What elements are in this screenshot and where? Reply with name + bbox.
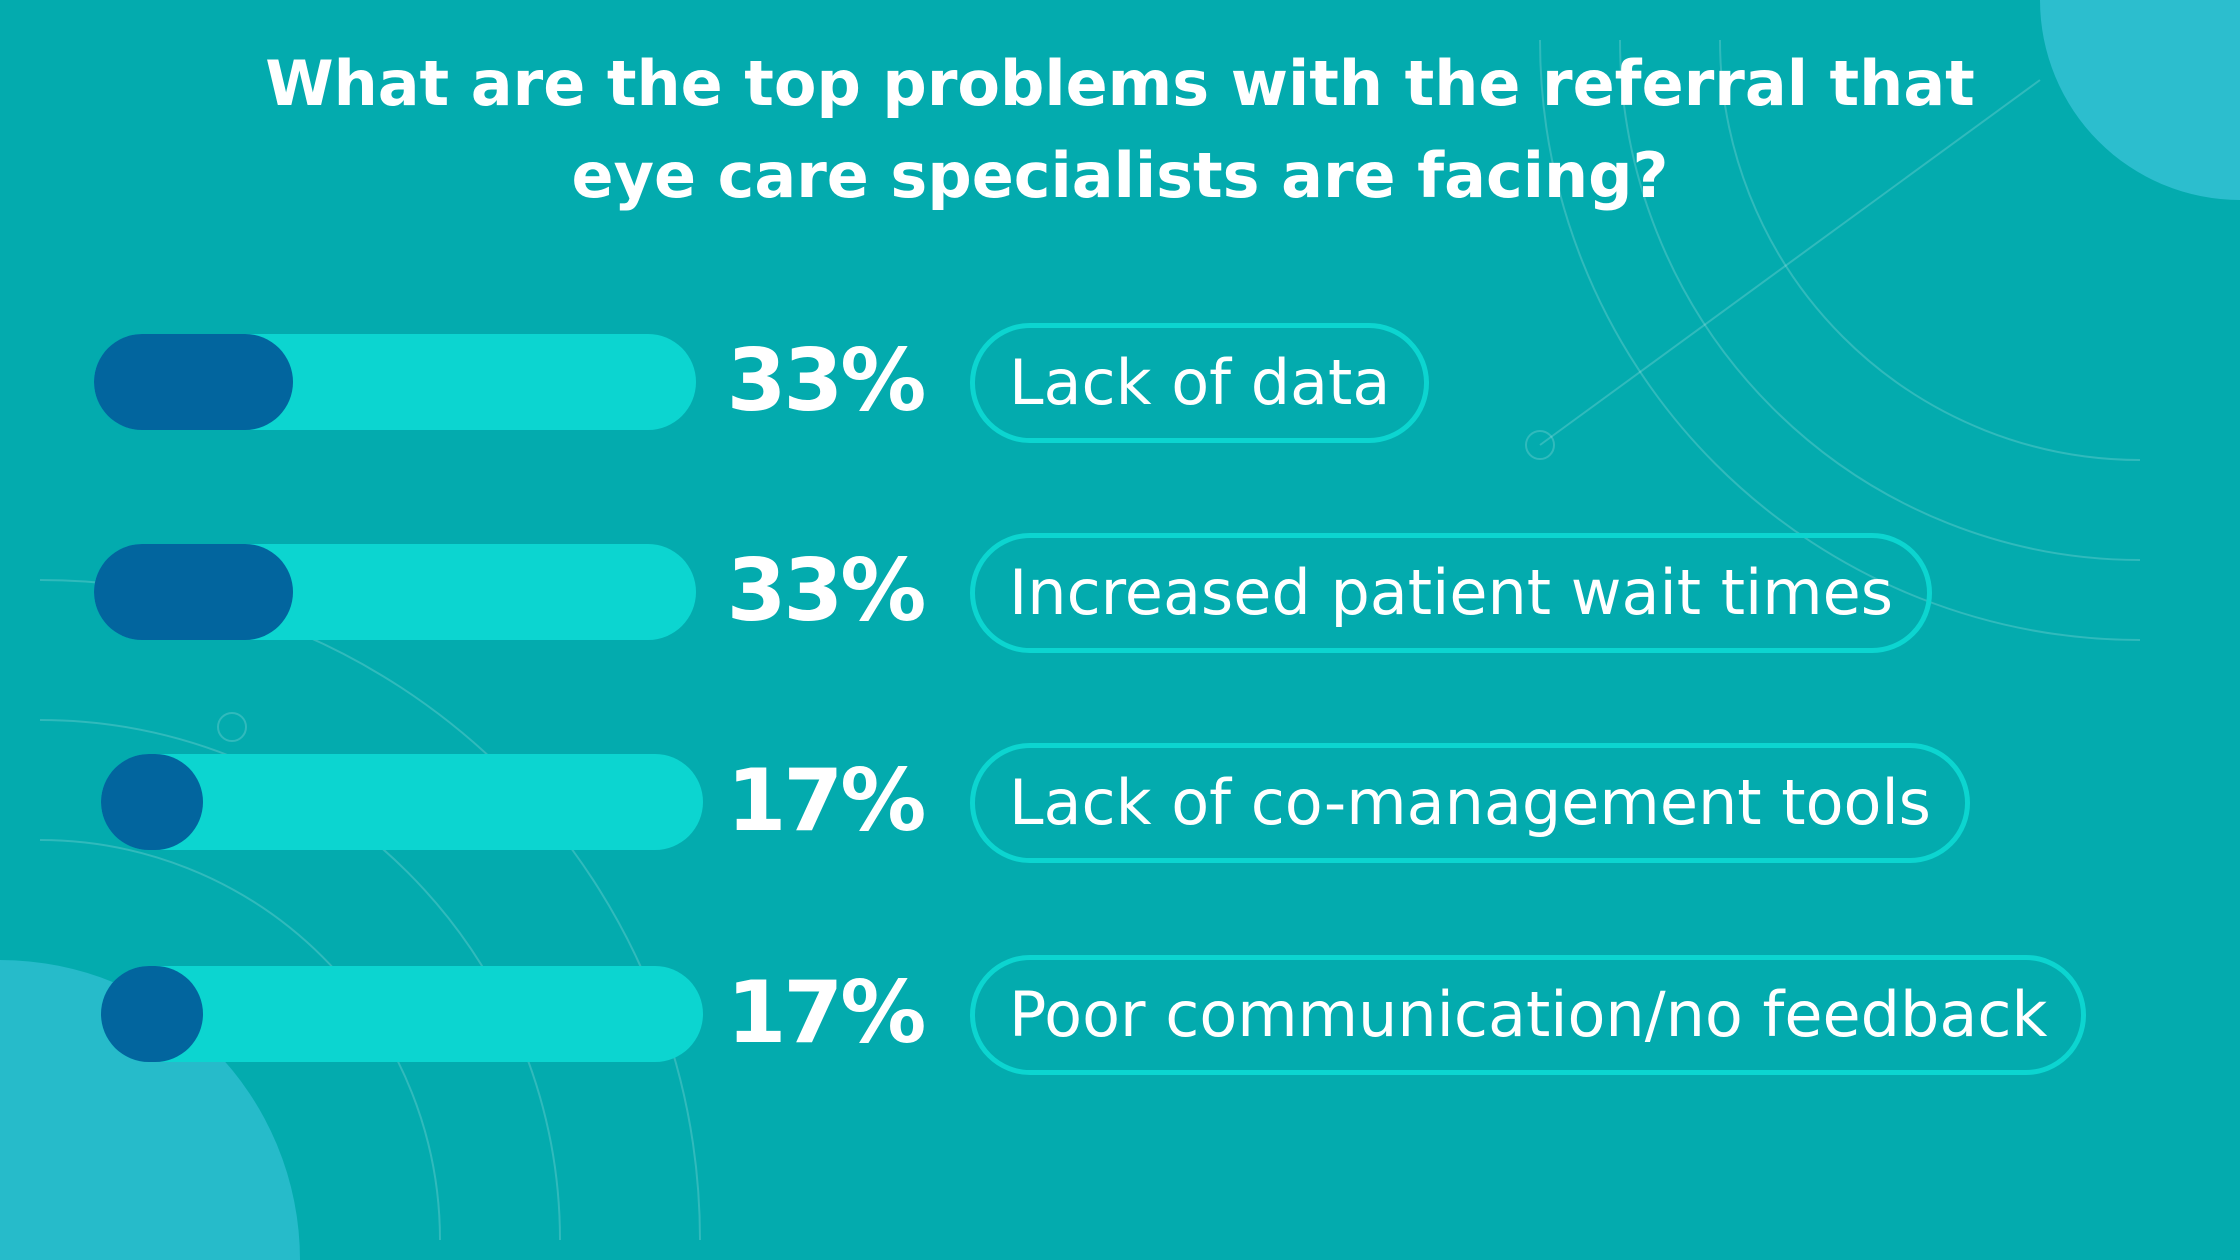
- decorative-line: [1539, 79, 2041, 446]
- corner-glow-bottom-left: [0, 960, 300, 1260]
- decorative-arc: [1719, 39, 2141, 461]
- decorative-node: [217, 712, 247, 742]
- title-line-2: eye care specialists are facing?: [571, 139, 1669, 212]
- bar-track: [101, 754, 703, 850]
- bar-fill: [94, 334, 293, 430]
- bar-track: [94, 334, 696, 430]
- bar-track: [94, 544, 696, 640]
- bar-value-label: 33%: [726, 541, 927, 641]
- bar-row: 17% Poor communication/no feedback: [0, 955, 2240, 1085]
- category-label: Lack of data: [970, 323, 1430, 443]
- title-line-1: What are the top problems with the refer…: [265, 47, 1975, 120]
- decorative-arc: [39, 719, 561, 1241]
- chart-title: What are the top problems with the refer…: [0, 38, 2240, 222]
- corner-glow-top-right: [2040, 0, 2240, 200]
- decorative-node: [1525, 430, 1555, 460]
- bar-row: 17% Lack of co-management tools: [0, 743, 2240, 873]
- bar-value-label: 17%: [726, 751, 927, 851]
- bar-row: 33% Lack of data: [0, 323, 2240, 453]
- bar-track: [101, 966, 703, 1062]
- decorative-arc: [39, 839, 441, 1241]
- decorative-arc: [1619, 39, 2141, 561]
- bar-row: 33% Increased patient wait times: [0, 533, 2240, 663]
- bar-fill: [101, 754, 204, 850]
- bar-fill: [101, 966, 204, 1062]
- decorative-arc: [1539, 39, 2141, 641]
- bar-value-label: 17%: [726, 963, 927, 1063]
- category-label: Lack of co-management tools: [970, 743, 1970, 863]
- bar-fill: [94, 544, 293, 640]
- bar-value-label: 33%: [726, 331, 927, 431]
- category-label: Increased patient wait times: [970, 533, 1933, 653]
- category-label: Poor communication/no feedback: [970, 955, 2087, 1075]
